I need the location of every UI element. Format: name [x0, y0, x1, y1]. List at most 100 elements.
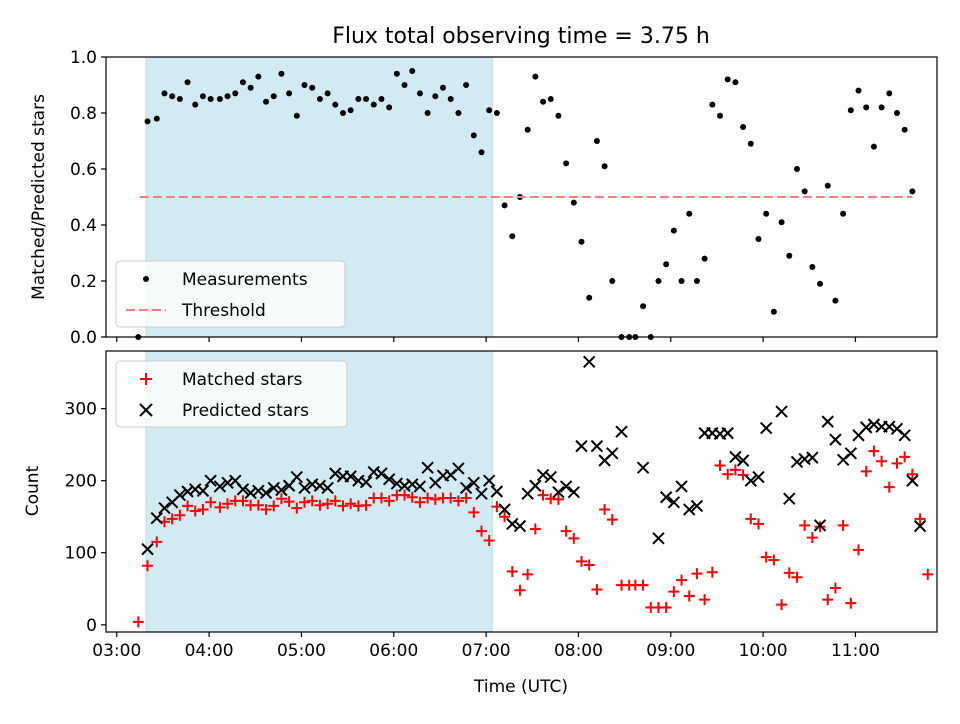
data-point	[801, 188, 808, 195]
data-point	[421, 461, 434, 474]
data-point	[817, 280, 824, 287]
data-point	[790, 455, 804, 469]
data-point	[176, 96, 183, 102]
data-point	[478, 149, 485, 156]
data-point	[144, 118, 151, 125]
data-point	[467, 476, 481, 490]
data-point	[252, 484, 265, 497]
data-point	[151, 536, 163, 548]
data-point	[529, 479, 542, 492]
data-point	[189, 505, 201, 517]
data-point	[306, 495, 318, 507]
data-point	[493, 110, 500, 116]
data-point	[853, 544, 865, 556]
data-point	[475, 525, 487, 537]
data-point	[509, 233, 516, 240]
data-point	[791, 571, 803, 583]
data-point	[591, 583, 603, 595]
legend-box	[115, 360, 348, 428]
data-point	[286, 90, 293, 97]
data-point	[544, 470, 557, 484]
data-point	[686, 210, 693, 217]
data-point	[599, 504, 611, 516]
data-point	[161, 90, 168, 97]
y-tick-label: 0.0	[70, 328, 97, 348]
data-point	[583, 559, 595, 571]
y-tick-label: 100	[65, 544, 97, 564]
data-point	[301, 82, 308, 88]
data-point	[724, 76, 731, 83]
data-point	[615, 425, 628, 438]
data-point	[783, 492, 796, 505]
data-point	[636, 461, 650, 474]
data-point	[314, 499, 326, 511]
data-point	[752, 470, 765, 484]
data-point	[813, 519, 827, 532]
data-point	[514, 584, 526, 596]
data-point	[513, 519, 527, 533]
data-point	[706, 566, 718, 578]
y-tick-label: 1.0	[70, 48, 97, 68]
data-point	[375, 467, 388, 480]
legend-marker	[139, 403, 153, 417]
data-point	[824, 182, 831, 189]
data-point	[440, 84, 447, 91]
data-point	[537, 489, 549, 501]
data-point	[345, 498, 357, 510]
data-point	[445, 492, 457, 504]
data-point	[829, 433, 842, 446]
data-point	[576, 555, 588, 567]
data-point	[540, 98, 547, 105]
top-y-axis-label: Matched/Predicted stars	[29, 94, 49, 300]
data-point	[390, 477, 404, 490]
data-point	[717, 112, 724, 119]
data-point	[659, 491, 673, 504]
data-point	[313, 479, 327, 492]
data-point	[655, 278, 662, 284]
data-point	[347, 107, 354, 114]
data-point	[714, 460, 726, 472]
data-point	[237, 495, 249, 507]
data-point	[329, 467, 342, 480]
data-point	[339, 110, 346, 116]
data-point	[532, 73, 539, 80]
data-point	[452, 495, 464, 507]
data-point	[344, 470, 357, 483]
data-point	[141, 542, 154, 556]
data-point	[409, 68, 416, 74]
data-point	[524, 126, 531, 133]
data-point	[590, 439, 604, 453]
data-point	[586, 294, 593, 301]
data-point	[222, 498, 234, 510]
data-point	[575, 439, 588, 453]
data-point	[432, 93, 439, 100]
data-point	[259, 486, 273, 500]
data-point	[309, 84, 316, 91]
data-point	[192, 101, 199, 108]
data-point	[878, 104, 885, 111]
data-point	[386, 104, 393, 111]
data-point	[922, 568, 934, 580]
y-tick-label: 0	[86, 616, 97, 636]
series-1	[132, 445, 934, 628]
data-point	[278, 70, 285, 77]
data-point	[199, 93, 206, 100]
data-point	[429, 493, 441, 505]
data-point	[778, 219, 785, 226]
plot-frame	[105, 350, 938, 633]
data-point	[224, 93, 231, 100]
data-point	[452, 462, 465, 475]
x-axis-label: Time (UTC)	[473, 677, 568, 697]
data-point	[690, 499, 704, 513]
data-point	[463, 82, 470, 88]
data-point	[522, 568, 534, 580]
data-point	[699, 594, 711, 606]
data-point	[913, 519, 927, 533]
data-point	[640, 303, 647, 310]
data-point	[275, 493, 287, 505]
data-point	[821, 415, 834, 428]
data-point	[552, 493, 564, 505]
data-point	[583, 355, 596, 369]
data-point	[316, 96, 323, 102]
